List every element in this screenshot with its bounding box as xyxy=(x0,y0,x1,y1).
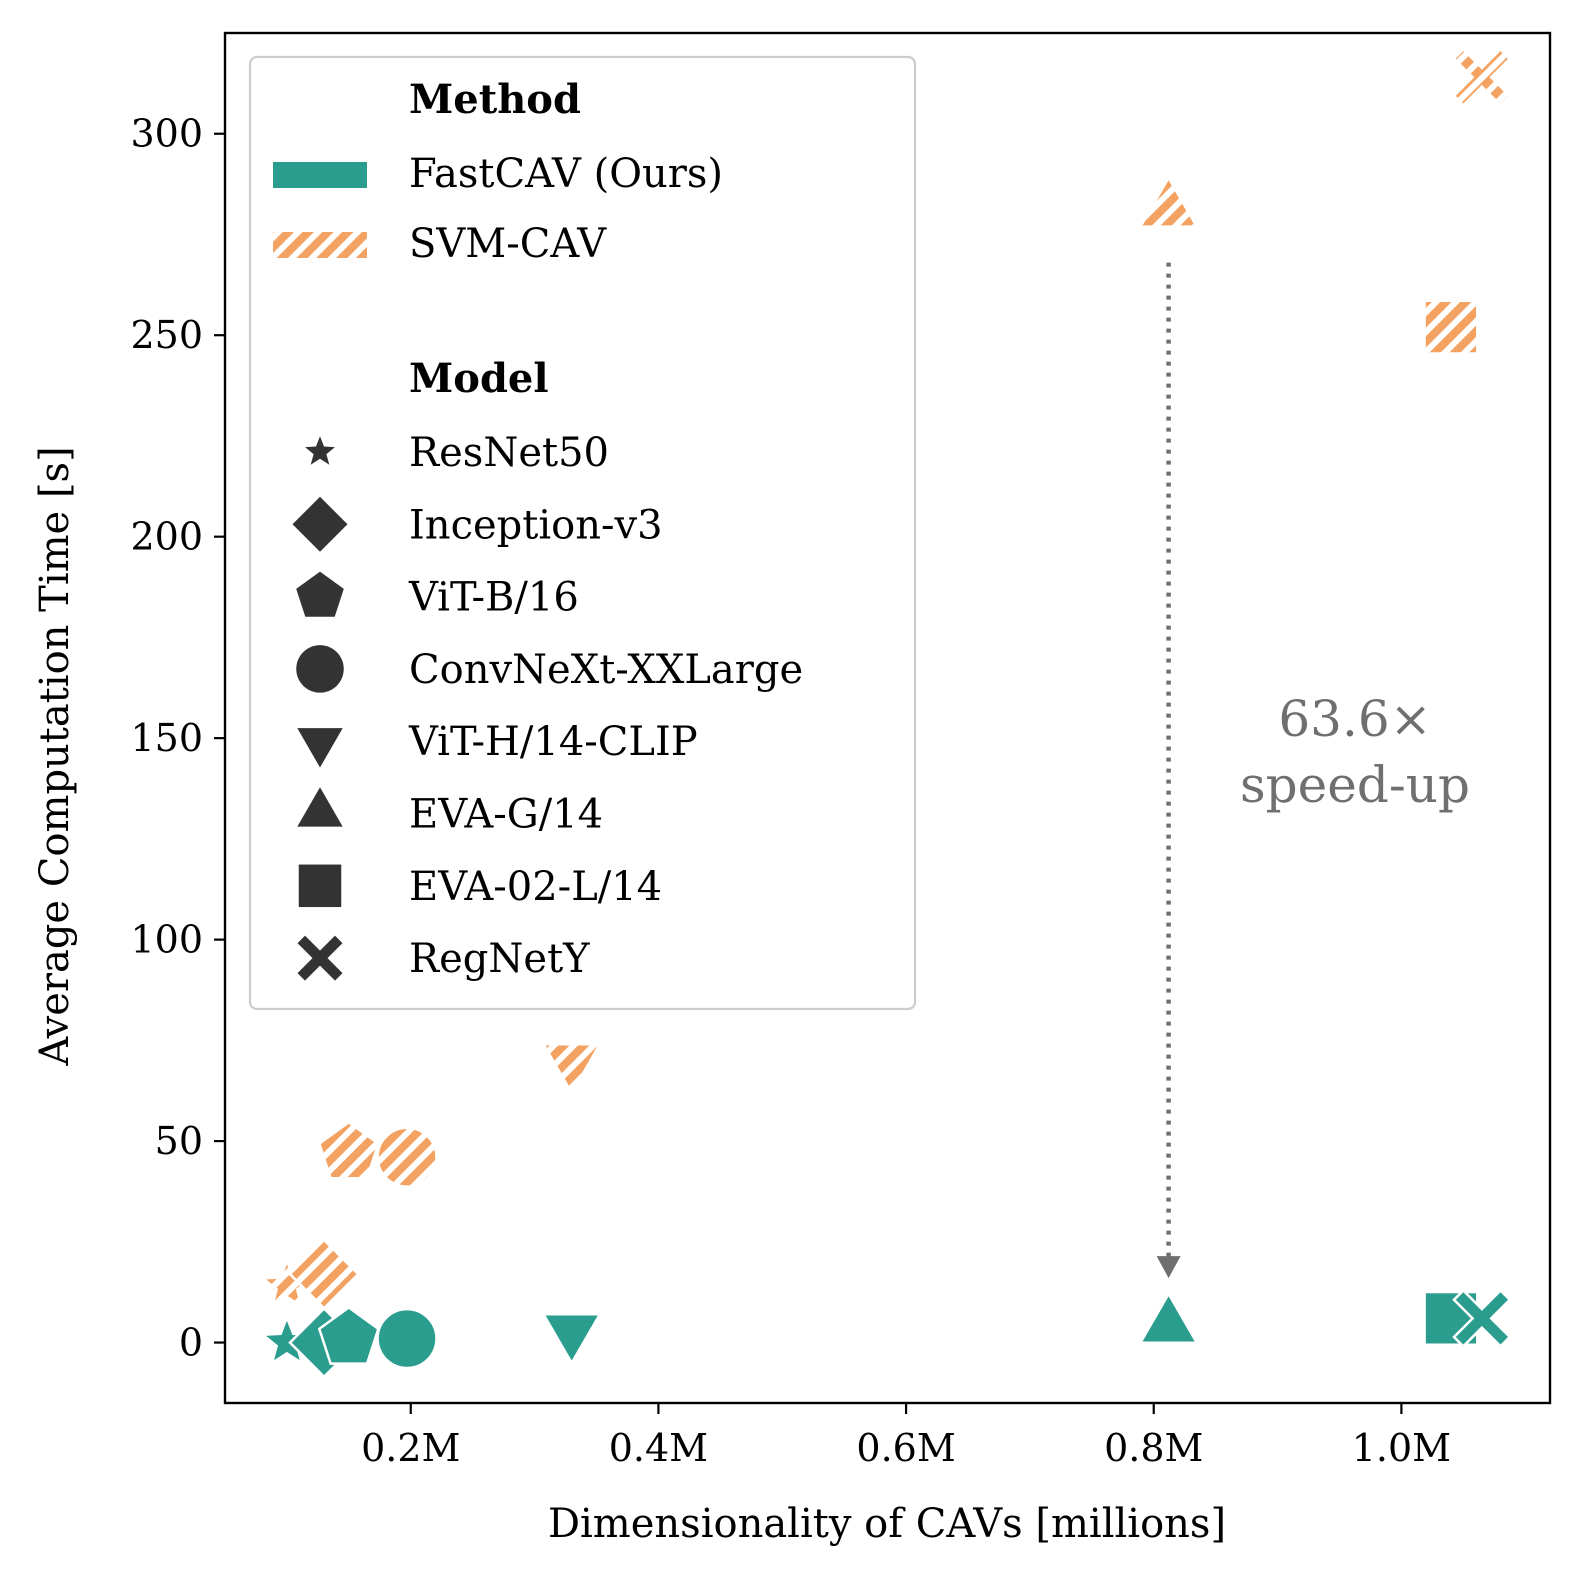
y-tick-label: 100 xyxy=(130,918,203,962)
fastcav-point-vit-h-14-clip xyxy=(541,1312,603,1366)
speedup-value: 63.6× xyxy=(1278,690,1431,748)
y-tick-label: 300 xyxy=(130,112,203,156)
legend-pentagon-icon xyxy=(296,571,344,617)
fastcav-markers xyxy=(259,1288,1512,1379)
legend-model-heading: Model xyxy=(409,355,549,402)
svm-cav-point-eva-g-14 xyxy=(1138,175,1199,228)
x-tick-label: 0.4M xyxy=(609,1426,708,1470)
legend-model-entries: ResNet50 Inception-v3 ViT-B/16 ConvNeXt-XXL… xyxy=(292,430,803,982)
speedup-label: speed-up xyxy=(1240,756,1470,814)
legend-model-label: ViT-H/14-CLIP xyxy=(408,719,698,765)
x-tick-label: 0.8M xyxy=(1104,1426,1203,1470)
y-axis-ticks: 0 50 100 150 200 250 300 xyxy=(130,112,225,1365)
x-axis-label: Dimensionality of CAVs [millions] xyxy=(548,1501,1226,1547)
y-tick-label: 150 xyxy=(130,716,203,760)
fastcav-point-convnext-xxlarge xyxy=(376,1307,438,1370)
svm-cav-point-vit-b-16 xyxy=(317,1120,380,1180)
legend-circle-icon xyxy=(296,645,344,693)
legend-star-icon xyxy=(305,436,335,465)
legend-model-label: Inception-v3 xyxy=(409,502,663,548)
legend-square-icon xyxy=(298,864,342,908)
svm-cav-point-regnety xyxy=(1452,47,1512,107)
legend-diamond-icon xyxy=(292,496,348,552)
fastcav-point-vit-b-16 xyxy=(317,1305,380,1365)
legend-model-label: RegNetY xyxy=(409,936,590,982)
legend: Method FastCAV (Ours) SVM-CAV Model ResN… xyxy=(248,55,917,1011)
legend-x-icon xyxy=(297,935,343,981)
legend-svm-label: SVM-CAV xyxy=(409,221,607,267)
x-tick-label: 0.2M xyxy=(361,1426,460,1470)
legend-model-label: ViT-B/16 xyxy=(408,575,579,621)
y-tick-label: 0 xyxy=(179,1321,203,1365)
legend-method-heading: Method xyxy=(409,76,581,123)
legend-fastcav-swatch xyxy=(273,162,367,188)
fastcav-point-eva-g-14 xyxy=(1138,1291,1199,1344)
fastcav-point-regnety xyxy=(1452,1288,1512,1349)
legend-triangle-up-icon xyxy=(297,787,343,827)
y-axis-label: Average Computation Time [s] xyxy=(32,446,78,1066)
svm-cav-point-vit-h-14-clip xyxy=(541,1042,603,1096)
y-tick-label: 200 xyxy=(130,515,203,559)
legend-model-label: ResNet50 xyxy=(409,430,609,476)
legend-triangle-down-icon xyxy=(297,728,343,768)
speedup-annotation: 63.6× speed-up xyxy=(1156,262,1470,1279)
y-tick-label: 250 xyxy=(130,313,203,357)
x-tick-label: 1.0M xyxy=(1352,1426,1451,1470)
x-tick-label: 0.6M xyxy=(856,1426,955,1470)
speedup-arrow-head xyxy=(1156,1256,1181,1279)
x-axis-ticks: 0.2M 0.4M 0.6M 0.8M 1.0M xyxy=(361,1403,1451,1470)
svm-cav-point-convnext-xxlarge xyxy=(376,1126,438,1188)
legend-model-label: ConvNeXt-XXLarge xyxy=(409,647,803,693)
svm-cav-markers xyxy=(259,47,1512,1310)
plot-frame xyxy=(223,31,1552,1405)
legend-svm-swatch xyxy=(273,232,367,258)
svm-cav-point-eva-02-l-14 xyxy=(1423,299,1479,355)
legend-model-label: EVA-G/14 xyxy=(409,792,603,838)
legend-model-label: EVA-02-L/14 xyxy=(409,864,662,910)
y-tick-label: 50 xyxy=(155,1119,203,1163)
legend-box xyxy=(248,55,917,1011)
legend-fastcav-label: FastCAV (Ours) xyxy=(409,151,723,197)
